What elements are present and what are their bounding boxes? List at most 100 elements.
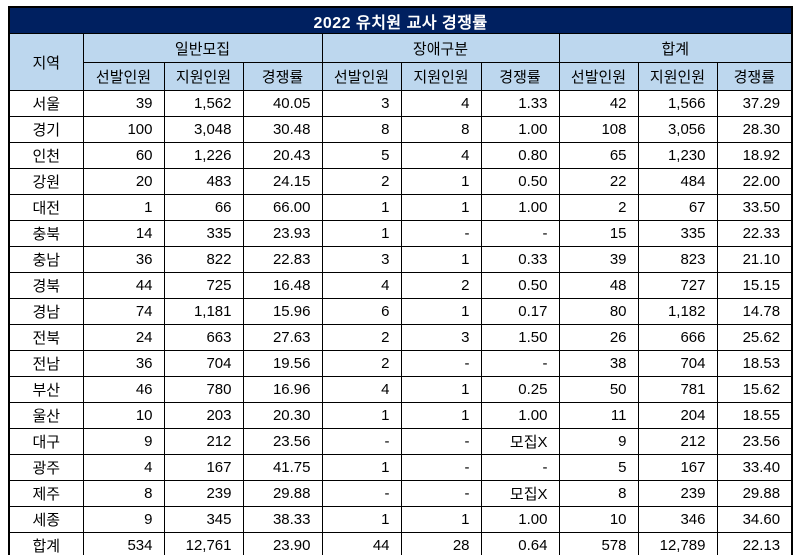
data-cell: 534 — [82, 532, 165, 555]
data-cell: 780 — [163, 376, 244, 403]
column-header-general-applicants: 지원인원 — [163, 62, 244, 91]
data-cell: 666 — [637, 324, 718, 351]
data-cell: 18.53 — [716, 350, 793, 377]
data-cell: - — [400, 350, 482, 377]
data-cell: 15 — [558, 220, 639, 247]
table-row: 경기 100 3,048 30.48 8 8 1.00 108 3,056 28… — [8, 116, 793, 143]
data-cell: 23.90 — [242, 532, 323, 555]
table-row: 대전 1 66 66.00 1 1 1.00 2 67 33.50 — [8, 194, 793, 221]
data-cell: 14.78 — [716, 298, 793, 325]
data-cell: 346 — [637, 506, 718, 533]
data-cell: 15.62 — [716, 376, 793, 403]
data-cell: 29.88 — [716, 480, 793, 507]
data-cell: 23.56 — [242, 428, 323, 455]
data-cell: 30.48 — [242, 116, 323, 143]
data-cell: 727 — [637, 272, 718, 299]
data-cell: 22.13 — [716, 532, 793, 555]
data-cell: 6 — [321, 298, 402, 325]
data-cell: - — [321, 428, 402, 455]
data-cell: - — [400, 220, 482, 247]
data-cell: 18.55 — [716, 402, 793, 429]
data-cell: 1 — [321, 220, 402, 247]
data-cell: 1 — [400, 402, 482, 429]
data-cell: 65 — [558, 142, 639, 169]
data-cell: 10 — [82, 402, 165, 429]
data-cell: 578 — [558, 532, 639, 555]
column-header-general-selected: 선발인원 — [82, 62, 165, 91]
data-cell: - — [400, 480, 482, 507]
data-cell: 18.92 — [716, 142, 793, 169]
table-row: 부산 46 780 16.96 4 1 0.25 50 781 15.62 — [8, 376, 793, 403]
data-cell: 37.29 — [716, 90, 793, 117]
data-cell: 1.00 — [480, 402, 560, 429]
column-header-disability-applicants: 지원인원 — [400, 62, 482, 91]
data-cell: 21.10 — [716, 246, 793, 273]
data-cell: 1,230 — [637, 142, 718, 169]
data-cell: 60 — [82, 142, 165, 169]
data-cell: 822 — [163, 246, 244, 273]
data-cell: 4 — [400, 90, 482, 117]
table-row: 세종 9 345 38.33 1 1 1.00 10 346 34.60 — [8, 506, 793, 533]
data-cell: 12,761 — [163, 532, 244, 555]
data-cell: 11 — [558, 402, 639, 429]
data-cell: 25.62 — [716, 324, 793, 351]
data-cell: 1.00 — [480, 194, 560, 221]
title-row: 2022 유치원 교사 경쟁률 — [8, 6, 793, 34]
data-cell: 10 — [558, 506, 639, 533]
data-cell: 167 — [163, 454, 244, 481]
data-cell: 239 — [163, 480, 244, 507]
data-cell: 39 — [558, 246, 639, 273]
data-cell: 212 — [163, 428, 244, 455]
data-cell: 203 — [163, 402, 244, 429]
data-cell: 36 — [82, 246, 165, 273]
data-cell: 0.25 — [480, 376, 560, 403]
data-cell: - — [400, 428, 482, 455]
data-cell: 22 — [558, 168, 639, 195]
data-cell: 704 — [637, 350, 718, 377]
column-header-total-selected: 선발인원 — [558, 62, 639, 91]
data-cell: 5 — [321, 142, 402, 169]
data-cell: 663 — [163, 324, 244, 351]
region-cell: 세종 — [8, 506, 84, 533]
data-cell: 0.64 — [480, 532, 560, 555]
data-cell: - — [480, 350, 560, 377]
table-row: 울산 10 203 20.30 1 1 1.00 11 204 18.55 — [8, 402, 793, 429]
data-cell: 0.50 — [480, 168, 560, 195]
data-cell: 19.56 — [242, 350, 323, 377]
data-cell: 67 — [637, 194, 718, 221]
data-cell: 39 — [82, 90, 165, 117]
data-cell: 8 — [82, 480, 165, 507]
data-cell: 8 — [558, 480, 639, 507]
table-row: 전북 24 663 27.63 2 3 1.50 26 666 25.62 — [8, 324, 793, 351]
data-cell: 4 — [400, 142, 482, 169]
column-header-region: 지역 — [8, 33, 84, 91]
data-cell: 1 — [321, 402, 402, 429]
column-header-general-rate: 경쟁률 — [242, 62, 323, 91]
data-cell: 20 — [82, 168, 165, 195]
data-cell: 1,566 — [637, 90, 718, 117]
data-cell: 823 — [637, 246, 718, 273]
data-cell: 2 — [321, 350, 402, 377]
data-cell: 100 — [82, 116, 165, 143]
data-cell: 24 — [82, 324, 165, 351]
data-cell: 50 — [558, 376, 639, 403]
table-row: 제주 8 239 29.88 - - 모집X 8 239 29.88 — [8, 480, 793, 507]
data-cell: 204 — [637, 402, 718, 429]
data-cell: 14 — [82, 220, 165, 247]
data-cell: 1 — [82, 194, 165, 221]
data-cell: 46 — [82, 376, 165, 403]
data-cell: 108 — [558, 116, 639, 143]
region-cell: 충남 — [8, 246, 84, 273]
data-cell: 20.30 — [242, 402, 323, 429]
data-cell: 1 — [400, 246, 482, 273]
table-row: 전남 36 704 19.56 2 - - 38 704 18.53 — [8, 350, 793, 377]
data-cell: 212 — [637, 428, 718, 455]
data-cell: 3 — [321, 246, 402, 273]
data-cell: 16.96 — [242, 376, 323, 403]
data-cell: 0.17 — [480, 298, 560, 325]
data-cell: 모집X — [480, 428, 560, 455]
data-cell: - — [480, 454, 560, 481]
data-cell: - — [480, 220, 560, 247]
data-cell: 28.30 — [716, 116, 793, 143]
region-cell: 강원 — [8, 168, 84, 195]
